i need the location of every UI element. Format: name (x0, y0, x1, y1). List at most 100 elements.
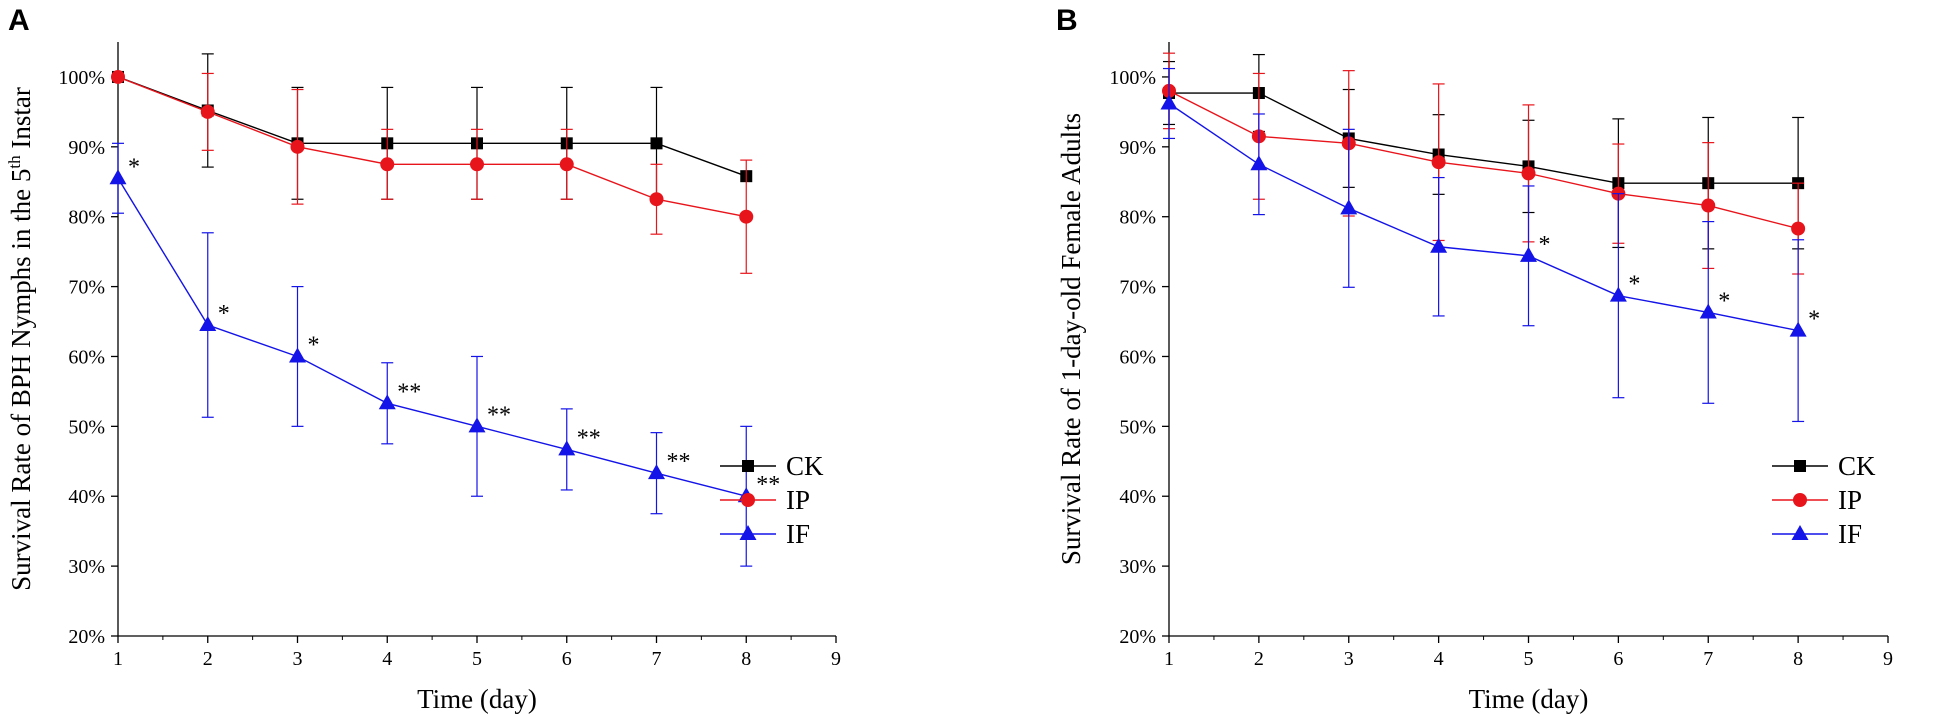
data-point-marker (648, 464, 665, 480)
data-point-marker (1520, 246, 1537, 262)
data-point-marker (1340, 199, 1358, 215)
significance-annotation: * (218, 301, 230, 327)
data-point-marker (468, 417, 486, 433)
x-tick-label: 4 (1434, 648, 1444, 670)
x-tick-label: 1 (1164, 648, 1174, 670)
x-tick-label: 8 (1793, 648, 1803, 670)
data-point-marker (1701, 198, 1716, 213)
data-point-marker (1699, 303, 1717, 319)
data-point-marker (289, 347, 306, 363)
significance-annotation: * (1539, 232, 1551, 258)
data-point-marker (1789, 321, 1807, 337)
data-point-marker (1609, 286, 1627, 302)
data-point-marker (558, 440, 576, 456)
y-tick-label: 60% (1119, 346, 1156, 368)
significance-annotation: * (128, 154, 140, 180)
data-point-marker (739, 525, 757, 540)
data-point-marker (1160, 94, 1178, 110)
legend-label: CK (1838, 451, 1876, 481)
significance-annotation: ** (756, 472, 780, 498)
series-line (117, 177, 747, 497)
significance-annotation: * (1808, 307, 1820, 333)
data-point-marker (200, 104, 215, 119)
data-point-marker (199, 316, 217, 332)
data-point-marker (380, 157, 395, 172)
y-axis-title: Survival Rate of 1-day-old Female Adults (1056, 113, 1086, 565)
data-point-marker (649, 192, 664, 207)
x-tick-label: 8 (741, 648, 751, 670)
significance-annotation: * (308, 332, 320, 358)
y-tick-label: 50% (1119, 416, 1156, 438)
y-tick-label: 70% (1119, 277, 1156, 299)
y-tick-label: 40% (68, 486, 105, 508)
panel-letter: A (8, 4, 30, 37)
data-point-marker (378, 394, 396, 410)
panel-letter: B (1056, 4, 1078, 37)
significance-annotation: ** (667, 449, 691, 475)
x-tick-label: 9 (831, 648, 841, 670)
y-tick-label: 50% (68, 416, 105, 438)
data-point-marker (109, 169, 127, 185)
y-tick-label: 30% (1119, 556, 1156, 578)
data-point-marker (1791, 221, 1806, 236)
series-if (109, 142, 755, 567)
data-point-marker (111, 69, 125, 84)
y-tick-label: 30% (68, 556, 105, 578)
data-point-marker (1431, 155, 1446, 170)
data-point-marker (650, 137, 663, 150)
y-tick-label: 90% (68, 137, 105, 159)
data-point-marker (1430, 237, 1448, 253)
y-axis-title-superscript: th (5, 155, 24, 169)
y-axis-title-main: Survival Rate of 1-day-old Female Adults (1056, 113, 1086, 565)
data-point-marker (290, 139, 305, 154)
x-tick-label: 1 (113, 648, 123, 670)
y-tick-label: 100% (58, 67, 105, 89)
x-tick-label: 5 (472, 648, 482, 670)
x-tick-label: 4 (382, 648, 392, 670)
y-axis-title-main: Survival Rate of BPH Nymphs in the 5 (6, 169, 36, 591)
y-tick-label: 60% (68, 346, 105, 368)
x-tick-label: 6 (562, 648, 572, 670)
data-point-marker (470, 157, 484, 172)
significance-annotation: ** (577, 425, 601, 451)
y-tick-label: 90% (1119, 137, 1156, 159)
legend-label: IF (1838, 519, 1862, 549)
y-tick-label: 40% (1119, 486, 1156, 508)
y-tick-label: 20% (1119, 626, 1156, 648)
data-point-marker (1250, 155, 1268, 171)
significance-annotation: ** (397, 379, 421, 405)
x-tick-label: 7 (652, 648, 662, 670)
x-tick-label: 3 (1344, 648, 1354, 670)
significance-annotation: * (1718, 288, 1730, 314)
panel-a: A 1 2 3 4 5 6 7 8 9 20% 30% 40% 50% 60% 70% 80% 90% 100% Ti… (5, 4, 841, 714)
legend: CK IP IF (1772, 451, 1876, 549)
series-line (117, 76, 747, 218)
series-line (1168, 102, 1799, 332)
y-axis-title: Survival Rate of BPH Nymphs in the 5th I… (5, 87, 36, 591)
y-tick-label: 70% (68, 277, 105, 299)
data-point-marker (739, 209, 754, 224)
x-axis-title: Time (day) (1469, 684, 1589, 714)
series-line (117, 76, 747, 177)
y-axis-title-end: Instar (6, 87, 36, 155)
significance-annotation: ** (487, 402, 511, 428)
significance-annotation: * (1628, 272, 1640, 298)
x-tick-label: 6 (1613, 648, 1623, 670)
x-tick-label: 2 (1254, 648, 1264, 670)
y-tick-label: 80% (68, 207, 105, 229)
y-tick-label: 100% (1109, 67, 1156, 89)
series-line (1169, 92, 1799, 184)
data-point-marker (741, 493, 755, 507)
y-tick-label: 20% (68, 626, 105, 648)
series-ip (111, 69, 754, 274)
data-point-marker (742, 460, 754, 472)
legend-label: IP (786, 485, 810, 515)
x-tick-label: 3 (293, 648, 303, 670)
x-tick-label: 2 (203, 648, 213, 670)
data-point-marker (559, 157, 574, 172)
legend: CK IP IF (720, 451, 824, 549)
x-tick-label: 5 (1524, 648, 1534, 670)
x-tick-label: 7 (1703, 648, 1713, 670)
data-point-marker (1794, 460, 1806, 472)
